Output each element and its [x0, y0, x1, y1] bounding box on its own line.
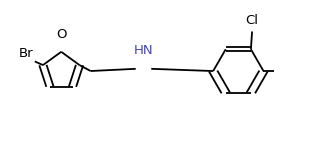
Text: O: O — [56, 28, 67, 41]
Text: Br: Br — [19, 47, 33, 60]
Text: Cl: Cl — [246, 14, 259, 27]
Text: HN: HN — [134, 44, 154, 57]
